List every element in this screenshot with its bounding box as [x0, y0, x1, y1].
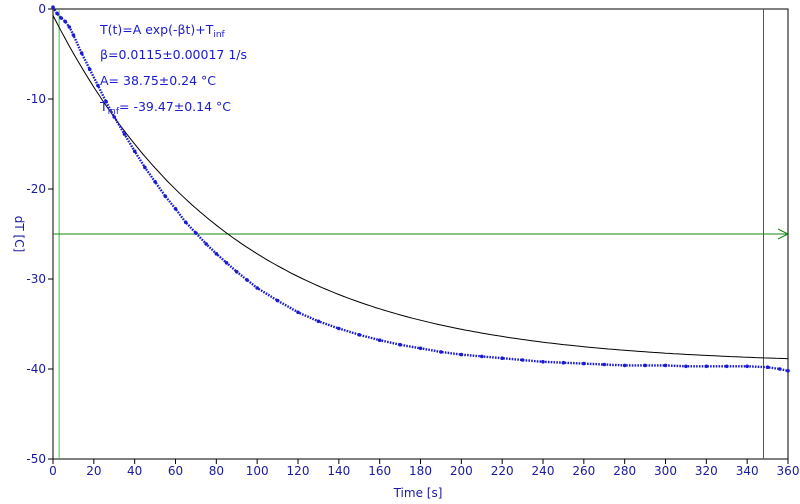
x-tick-label: 100 [246, 464, 269, 478]
x-tick-label: 140 [327, 464, 350, 478]
x-tick-label: 0 [49, 464, 57, 478]
x-tick-label: 280 [613, 464, 636, 478]
fit-tinf: Tinf= -39.47±0.14 °C [99, 99, 231, 117]
y-tick-label: 0 [38, 2, 46, 16]
fit-curve [52, 15, 789, 360]
x-tick-label: 300 [654, 464, 677, 478]
x-tick-label: 200 [450, 464, 473, 478]
y-tick-label: -30 [26, 272, 46, 286]
x-tick-label: 60 [168, 464, 183, 478]
x-tick-label: 240 [532, 464, 555, 478]
x-axis-ticks: 0 20 40 60 80 100 120 140 160 180 200 220 240 260 280 3… [49, 459, 799, 478]
x-tick-label: 180 [409, 464, 432, 478]
fit-formula-sub: inf [213, 30, 225, 40]
x-tick-label: 160 [368, 464, 391, 478]
fit-a: A= 38.75±0.24 °C [100, 73, 216, 88]
fit-formula: T(t)=A exp(-βt)+Tinf [99, 22, 226, 40]
x-tick-label: 320 [695, 464, 718, 478]
x-tick-label: 120 [287, 464, 310, 478]
x-tick-label: 80 [209, 464, 224, 478]
x-tick-label: 40 [127, 464, 142, 478]
fit-formula-main: T(t)=A exp(-βt)+T [99, 22, 214, 37]
y-axis-label: dT [C] [12, 216, 26, 253]
x-axis-label: Time [s] [393, 486, 443, 500]
x-tick-label: 20 [86, 464, 101, 478]
marker-lines [53, 9, 790, 459]
fit-tinf-sub: inf [108, 107, 120, 117]
fit-annotation: T(t)=A exp(-βt)+Tinf β=0.0115±0.00017 1/… [99, 22, 247, 117]
x-tick-label: 360 [777, 464, 800, 478]
data-point [786, 369, 790, 373]
fit-tinf-rest: = -39.47±0.14 °C [119, 99, 231, 114]
y-tick-label: -20 [26, 182, 46, 196]
fit-tinf-main: T [99, 99, 108, 114]
arrow-icon [777, 228, 790, 240]
y-tick-label: -10 [26, 92, 46, 106]
x-tick-label: 260 [572, 464, 595, 478]
data-trace [51, 6, 789, 372]
x-tick-label: 340 [736, 464, 759, 478]
y-tick-label: -40 [26, 362, 46, 376]
data-points [51, 5, 790, 373]
fit-beta: β=0.0115±0.00017 1/s [100, 47, 247, 62]
y-axis-ticks: 0 -10 -20 -30 -40 -50 [26, 2, 53, 466]
y-tick-label: -50 [26, 452, 46, 466]
x-tick-label: 220 [491, 464, 514, 478]
